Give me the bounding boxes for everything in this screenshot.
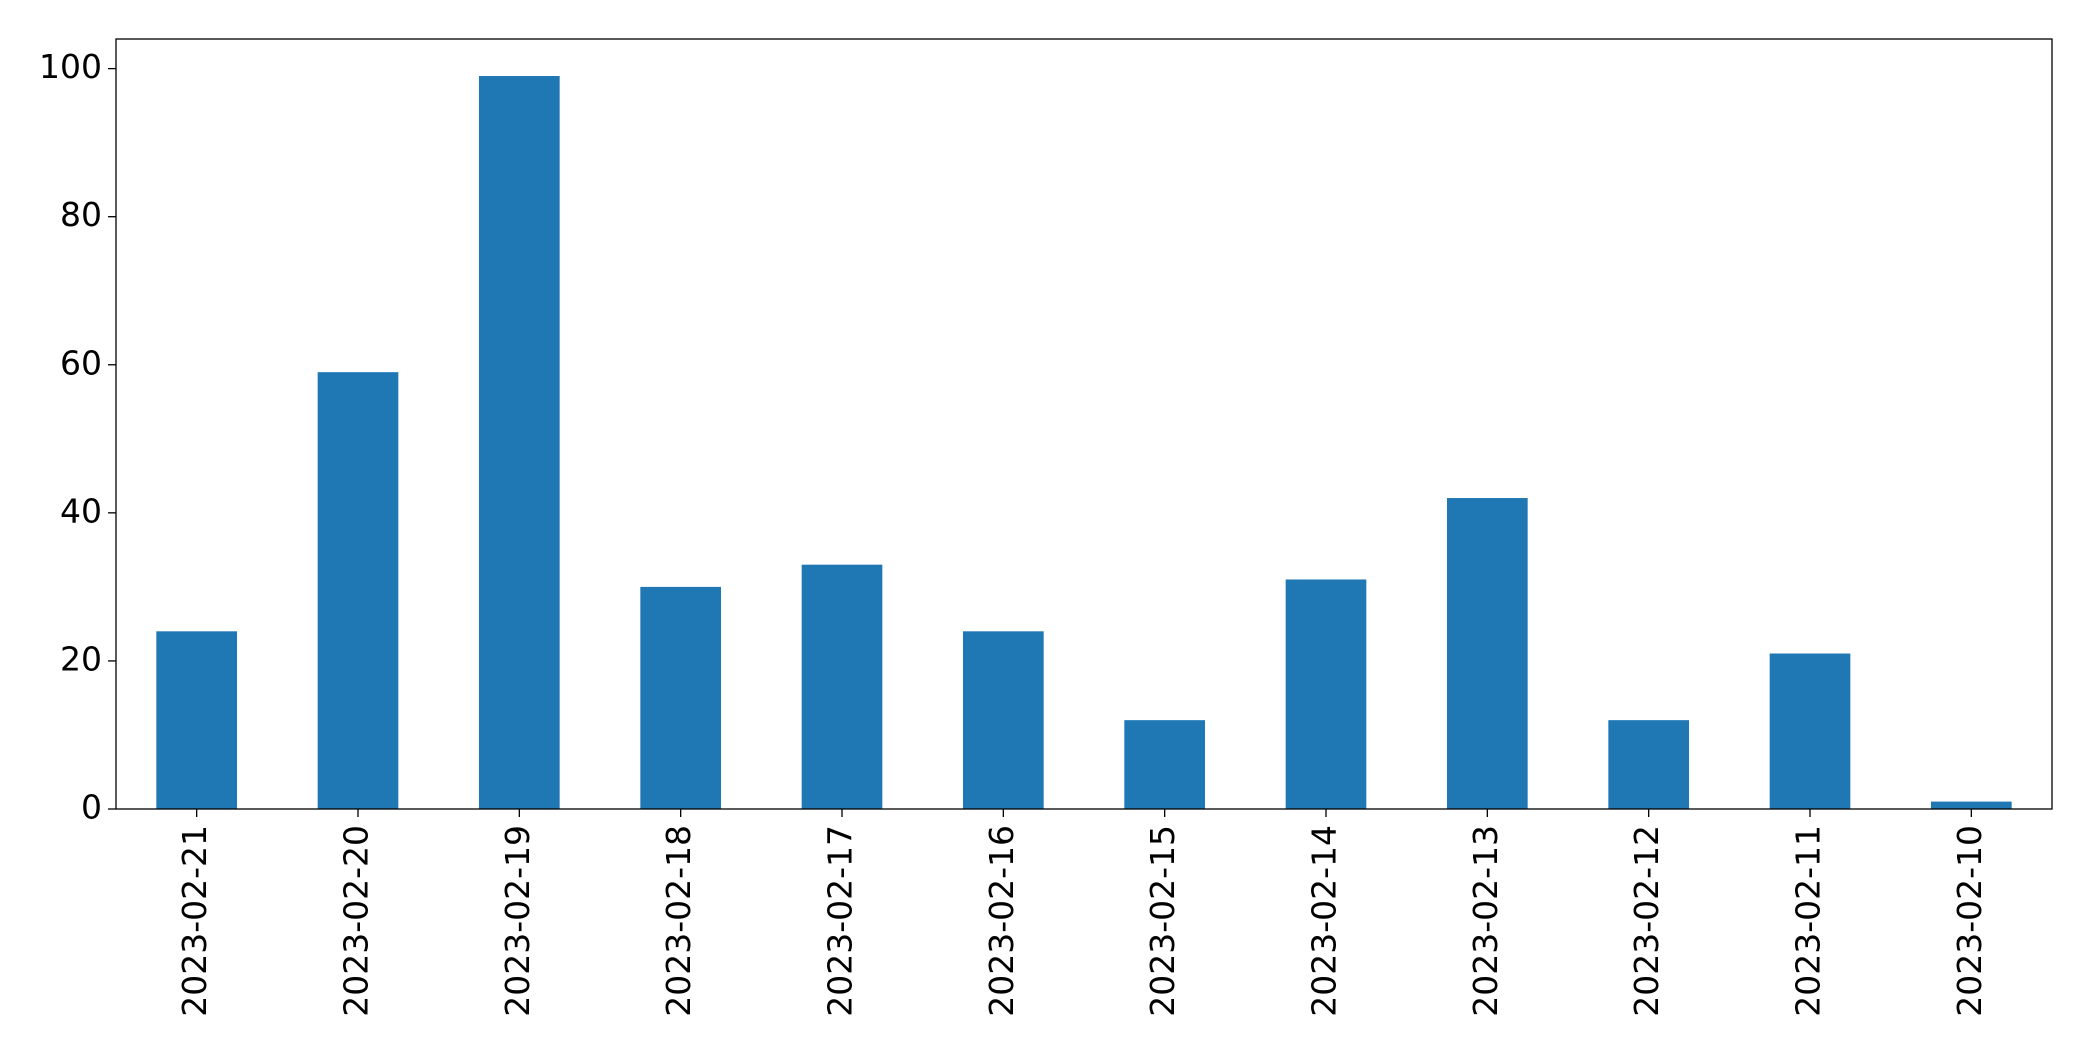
bar (640, 586, 721, 809)
x-tick-label: 2023-02-12 (1627, 825, 1666, 1017)
y-tick-label: 60 (60, 343, 102, 382)
bar (317, 372, 399, 809)
bar (1124, 720, 1205, 809)
x-tick-label: 2023-02-19 (498, 825, 537, 1017)
x-tick-label: 2023-02-21 (175, 825, 214, 1017)
bar (479, 76, 560, 810)
x-tick-label: 2023-02-13 (1466, 825, 1505, 1017)
y-tick-label: 100 (39, 47, 102, 86)
x-tick-label: 2023-02-11 (1789, 825, 1828, 1017)
x-tick-label: 2023-02-10 (1950, 825, 1989, 1017)
y-tick-label: 0 (81, 788, 102, 827)
bar (156, 631, 237, 809)
bar (1285, 579, 1367, 809)
x-tick-label: 2023-02-14 (1305, 825, 1344, 1017)
y-tick-label: 40 (60, 491, 102, 530)
x-tick-label: 2023-02-15 (1143, 825, 1182, 1017)
bar (1931, 801, 2012, 809)
bar (1769, 653, 1851, 809)
y-tick-label: 20 (60, 639, 102, 678)
x-tick-label: 2023-02-18 (659, 825, 698, 1017)
y-tick-label: 80 (60, 195, 102, 234)
plot-frame (115, 38, 2053, 810)
bar (1447, 498, 1528, 809)
x-tick-label: 2023-02-17 (821, 825, 860, 1017)
bar (1608, 720, 1689, 809)
bar (963, 631, 1044, 809)
x-tick-label: 2023-02-16 (982, 825, 1021, 1017)
x-tick-label: 2023-02-20 (337, 825, 376, 1017)
bar (801, 564, 883, 809)
